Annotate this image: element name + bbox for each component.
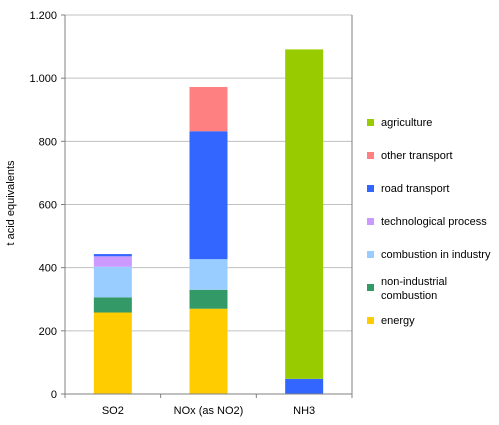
y-tick-label: 800: [39, 136, 57, 148]
x-axis-ticks: SO2 NOx (as NO2) NH3: [64, 394, 353, 417]
bar-segment: [93, 312, 132, 394]
legend-label: energy: [381, 315, 415, 327]
bar-segment: [189, 131, 228, 260]
bar-segment: [189, 259, 228, 290]
bars: [93, 49, 324, 394]
legend-swatch: [367, 218, 374, 225]
legend-swatch: [367, 185, 374, 192]
bar-segment: [93, 254, 132, 257]
bar-segment: [93, 266, 132, 298]
x-tick-label: SO2: [102, 405, 124, 417]
bar-segment: [285, 49, 324, 379]
bar-segment: [189, 289, 228, 309]
y-tick-label: 200: [39, 326, 57, 338]
x-tick-label: NH3: [293, 405, 315, 417]
legend-label: technological process: [381, 216, 487, 228]
legend-swatch: [367, 284, 374, 291]
legend-label: other transport: [381, 150, 453, 162]
legend-label: agriculture: [381, 117, 432, 129]
y-tick-label: 1.000: [29, 73, 57, 85]
legend-swatch: [367, 152, 374, 159]
y-tick-label: 0: [51, 389, 57, 401]
y-axis-title: t acid equivalents: [5, 160, 17, 245]
y-tick-label: 400: [39, 263, 57, 275]
legend-swatch: [367, 317, 374, 324]
legend-swatch: [367, 251, 374, 258]
bar-segment: [285, 378, 324, 394]
legend-label: non-industrial combustion: [381, 276, 447, 302]
bar-segment: [189, 308, 228, 394]
bar-segment: [93, 297, 132, 313]
legend: agriculture other transport road transport…: [367, 117, 491, 327]
legend-swatch: [367, 119, 374, 126]
bar-segment: [189, 87, 228, 132]
y-tick-label: 1.200: [29, 10, 57, 22]
x-tick-label: NOx (as NO2): [174, 405, 244, 417]
y-axis-ticks: 0 200 400 600 800 1.000 1.200: [29, 10, 65, 401]
legend-label: road transport: [381, 183, 449, 195]
legend-label: combustion in industry: [381, 249, 491, 261]
bar-segment: [93, 256, 132, 267]
y-tick-label: 600: [39, 200, 57, 212]
